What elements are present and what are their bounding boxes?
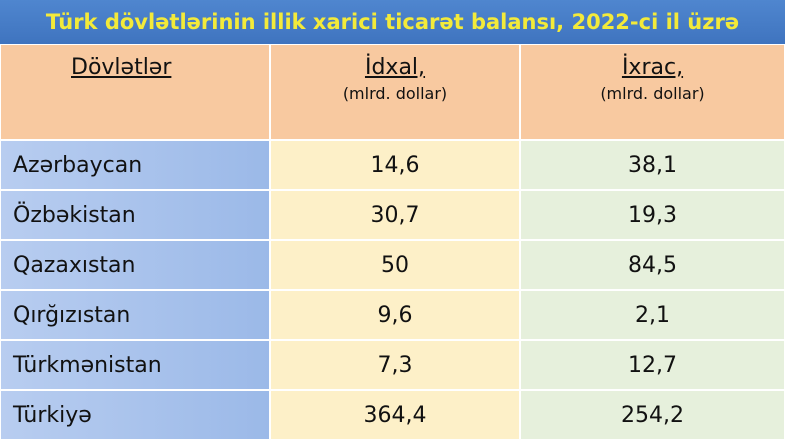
header-label: İxrac, [621, 55, 684, 80]
value-cell: 254,2 [520, 390, 785, 440]
table-title: Türk dövlətlərinin illik xarici ticarət … [0, 0, 785, 44]
value-cell: 38,1 [520, 140, 785, 190]
header-unit: (mlrd. dollar) [342, 84, 448, 103]
value-cell: 19,3 [520, 190, 785, 240]
value-cell: 12,7 [520, 340, 785, 390]
country-cell: Türkiyə [0, 390, 270, 440]
value-cell: 7,3 [270, 340, 520, 390]
header-label: İdxal, [364, 55, 426, 80]
header-unit: (mlrd. dollar) [600, 84, 705, 103]
header-cell: Dövlətlər [0, 44, 270, 140]
country-cell: Azərbaycan [0, 140, 270, 190]
country-cell: Qırğızıstan [0, 290, 270, 340]
value-cell: 30,7 [270, 190, 520, 240]
header-cell: İxrac, (mlrd. dollar) [520, 44, 785, 140]
country-cell: Özbəkistan [0, 190, 270, 240]
value-cell: 2,1 [520, 290, 785, 340]
header-cell: İdxal, (mlrd. dollar) [270, 44, 520, 140]
header-label: Dövlətlər [71, 55, 172, 80]
value-cell: 9,6 [270, 290, 520, 340]
value-cell: 84,5 [520, 240, 785, 290]
country-cell: Qazaxıstan [0, 240, 270, 290]
value-cell: 14,6 [270, 140, 520, 190]
country-cell: Türkmənistan [0, 340, 270, 390]
value-cell: 50 [270, 240, 520, 290]
value-cell: 364,4 [270, 390, 520, 440]
